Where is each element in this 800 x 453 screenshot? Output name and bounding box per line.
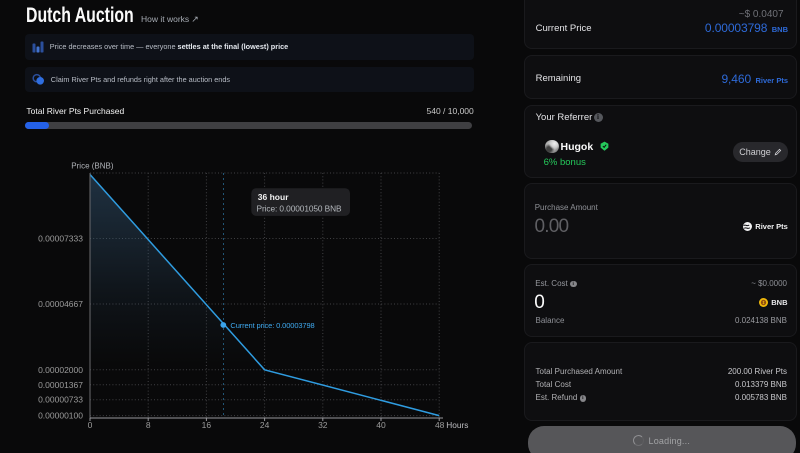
svg-text:0.00001367: 0.00001367 — [38, 380, 83, 390]
svg-text:24: 24 — [260, 420, 270, 430]
svg-text:32: 32 — [318, 420, 328, 430]
svg-text:0: 0 — [88, 420, 93, 430]
svg-text:0.00000733: 0.00000733 — [38, 395, 83, 405]
svg-text:Price (BNB): Price (BNB) — [71, 161, 114, 170]
svg-text:8: 8 — [146, 420, 151, 430]
svg-text:Current price: 0.00003798: Current price: 0.00003798 — [230, 321, 314, 330]
svg-text:0.00002000: 0.00002000 — [38, 365, 83, 375]
svg-text:40: 40 — [376, 420, 386, 430]
svg-text:36 hour: 36 hour — [258, 192, 289, 202]
svg-text:16: 16 — [202, 420, 212, 430]
svg-text:0.00004667: 0.00004667 — [38, 299, 83, 309]
svg-text:Price: 0.00001050 BNB: Price: 0.00001050 BNB — [257, 203, 343, 213]
svg-text:Hours: Hours — [446, 420, 468, 430]
svg-text:48: 48 — [435, 420, 445, 430]
svg-text:0.00007333: 0.00007333 — [38, 234, 83, 244]
svg-text:0.00000100: 0.00000100 — [38, 411, 83, 421]
